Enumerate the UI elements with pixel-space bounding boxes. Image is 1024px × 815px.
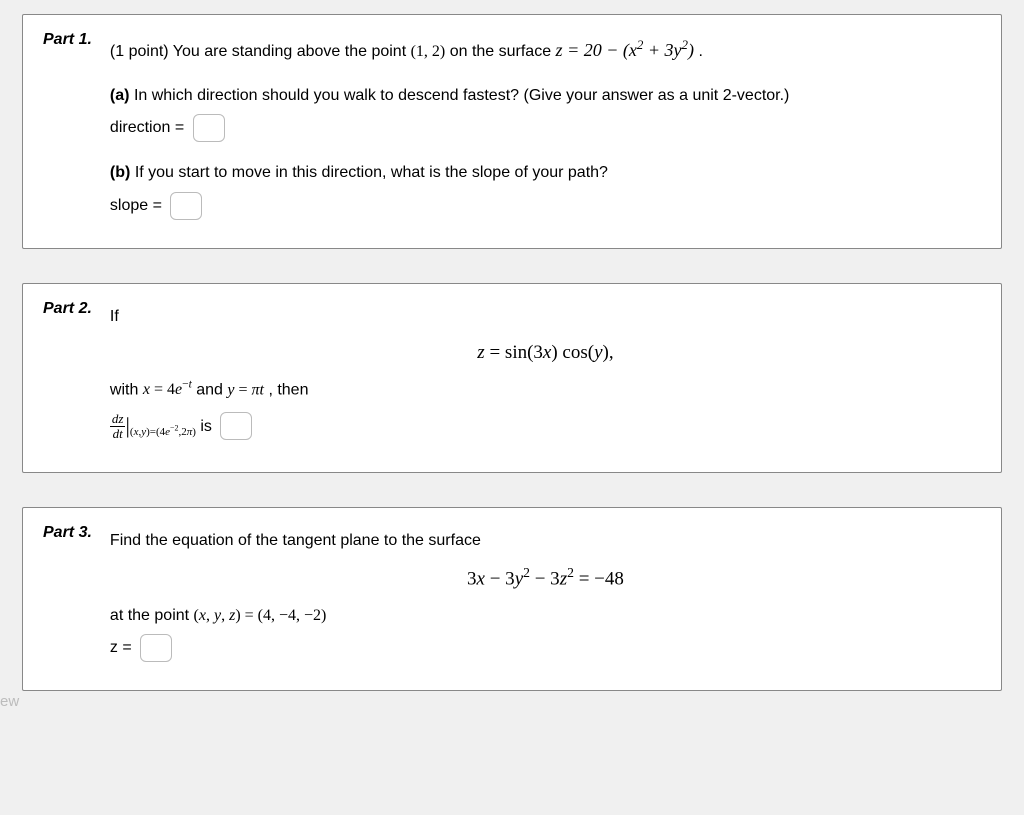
part-3-center-eq: 3x − 3y2 − 3z2 = −48 — [110, 565, 981, 590]
part-1-b-answer-label: slope = — [110, 197, 162, 214]
eval-bar: | — [125, 408, 129, 443]
part-2-with-line: with x = 4e−t and y = πt , then — [110, 376, 981, 403]
part-1-b-answer-row: slope = — [110, 192, 981, 220]
part-2-center-eq: z = sin(3x) cos(y), — [110, 342, 981, 364]
part-3-card: Part 3. Find the equation of the tangent… — [22, 507, 1002, 692]
part-1-equation: z = 20 − (x2 + 3y2) — [556, 40, 699, 60]
part-1-intro-prefix: (1 point) You are standing above the poi… — [110, 43, 411, 60]
part-2-ydef: y = πt — [227, 381, 264, 398]
dz-dt-fraction: dz dt — [110, 412, 126, 440]
part-2-xdef: x = 4e−t — [143, 381, 192, 398]
part-2-label: Part 2. — [43, 298, 110, 318]
part-3-answer-label: z = — [110, 639, 132, 656]
part-1-a-answer-row: direction = — [110, 114, 981, 142]
direction-input[interactable] — [193, 114, 225, 142]
part-1-intro-suffix: . — [698, 43, 702, 60]
part-3-at-prefix: at the point — [110, 607, 194, 624]
part-2-and: and — [196, 381, 227, 398]
part-3-point: (x, y, z) = (4, −4, −2) — [194, 607, 327, 624]
part-3-label: Part 3. — [43, 522, 110, 542]
part-1-card: Part 1. (1 point) You are standing above… — [22, 14, 1002, 249]
part-1-a-text: In which direction should you walk to de… — [134, 87, 789, 104]
dzdt-input[interactable] — [220, 412, 252, 440]
part-1-intro: (1 point) You are standing above the poi… — [110, 35, 981, 65]
part-3-answer-row: z = — [110, 634, 981, 662]
part-1-a-prompt: (a) In which direction should you walk t… — [110, 83, 981, 109]
part-3-lead: Find the equation of the tangent plane t… — [110, 528, 981, 554]
part-2-with-suffix: , then — [268, 381, 308, 398]
part-1-a-answer-label: direction = — [110, 120, 184, 137]
part-2-deriv-line: dz dt |(x,y)=(4e−2,2π) is — [110, 409, 981, 444]
part-1-b-text: If you start to move in this direction, … — [135, 164, 608, 181]
part-1-body: (1 point) You are standing above the poi… — [110, 29, 981, 226]
part-1-b-label: (b) — [110, 164, 130, 181]
part-3-body: Find the equation of the tangent plane t… — [110, 522, 981, 669]
part-1-label: Part 1. — [43, 29, 110, 49]
eval-subscript: (x,y)=(4e−2,2π) — [130, 426, 196, 438]
page-container: Part 1. (1 point) You are standing above… — [0, 0, 1024, 713]
part-1-point: (1, 2) — [411, 43, 446, 60]
part-2-body: If z = sin(3x) cos(y), with x = 4e−t and… — [110, 298, 981, 450]
part-1-a-label: (a) — [110, 87, 130, 104]
part-1-b-prompt: (b) If you start to move in this directi… — [110, 160, 981, 186]
stray-ew-label: ew — [0, 693, 19, 710]
part-3-at-line: at the point (x, y, z) = (4, −4, −2) — [110, 603, 981, 629]
z-input[interactable] — [140, 634, 172, 662]
part-1-intro-mid: on the surface — [450, 43, 556, 60]
slope-input[interactable] — [170, 192, 202, 220]
part-2-is: is — [200, 417, 212, 434]
part-2-card: Part 2. If z = sin(3x) cos(y), with x = … — [22, 283, 1002, 473]
part-2-with-prefix: with — [110, 381, 143, 398]
part-2-lead: If — [110, 304, 981, 330]
